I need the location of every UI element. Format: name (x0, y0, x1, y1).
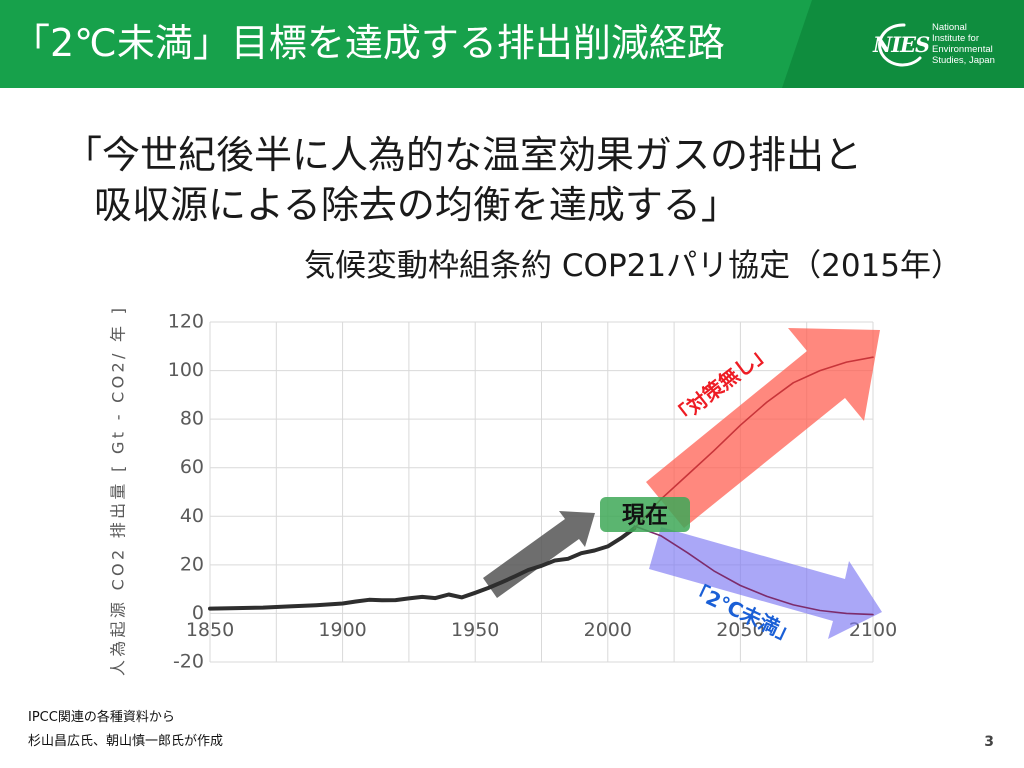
y-tick-label: 100 (168, 359, 204, 381)
y-tick-label: 40 (180, 505, 204, 527)
logo-text-line: Environmental (932, 44, 993, 55)
y-tick-label: 80 (180, 408, 204, 430)
series-lines (208, 356, 874, 616)
no-policy-pathway-line (633, 356, 874, 530)
x-tick-label: 1900 (318, 619, 366, 641)
x-tick-label: 2000 (584, 619, 632, 641)
logo-institution-name: National Institute for Environmental Stu… (932, 22, 995, 66)
x-tick-label: 1950 (451, 619, 499, 641)
author-note: 杉山昌広氏、朝山慎一郎氏が作成 (28, 734, 224, 749)
emissions-pathway-chart: -20 0 20 40 60 80 100 120 1850 1900 1950 2000 2050 21… (109, 308, 898, 676)
logo-text-line: Studies, Japan (932, 55, 995, 66)
y-tick-label: -20 (173, 651, 204, 673)
nies-logo: NIES National Institute for Environmenta… (858, 16, 1018, 72)
page-number: 3 (984, 734, 994, 750)
x-tick-label: 2050 (716, 619, 764, 641)
pathway-arrows (483, 328, 882, 639)
y-tick-label: 60 (180, 456, 204, 478)
source-note: IPCC関連の各種資料から (28, 710, 175, 725)
x-tick-label: 2100 (849, 619, 897, 641)
slide-title: 「2℃未満」目標を達成する排出削減経路 (12, 21, 725, 65)
y-tick-label: 120 (168, 311, 204, 333)
logo-text-line: National (932, 22, 967, 33)
no-policy-arrow (646, 328, 880, 528)
paris-agreement-quote-line: 「今世紀後半に人為的な温室効果ガスの排出と (64, 133, 863, 177)
below-2c-pathway-line (633, 525, 874, 616)
chart-grid (209, 321, 874, 663)
paris-agreement-quote-line: 吸収源による除去の均衡を達成する」 (94, 183, 739, 227)
logo-text-line: Institute for (932, 33, 979, 44)
present-marker-box (600, 497, 690, 532)
axis-tick-labels: -20 0 20 40 60 80 100 120 1850 1900 1950 2000 2050 21… (168, 311, 897, 673)
historical-emissions-line (208, 526, 637, 611)
nies-logo-lettering: NIES (872, 32, 930, 57)
y-tick-label: 0 (192, 602, 204, 624)
header-accent-band (782, 0, 1024, 88)
nies-logo-mark: NIES (872, 23, 930, 67)
quote-citation: 気候変動枠組条約 COP21パリ協定（2015年） (304, 248, 962, 284)
slide-header: 「2℃未満」目標を達成する排出削減経路 NIES National Instit… (0, 0, 1024, 88)
present-marker-label: 現在 (622, 502, 668, 529)
x-tick-label: 1850 (186, 619, 234, 641)
y-axis-label: 人為起源 CO2 排出量 [ Gt - CO2/ 年 ] (109, 308, 128, 676)
logo-swoosh-icon (878, 23, 922, 67)
y-tick-label: 20 (180, 553, 204, 575)
